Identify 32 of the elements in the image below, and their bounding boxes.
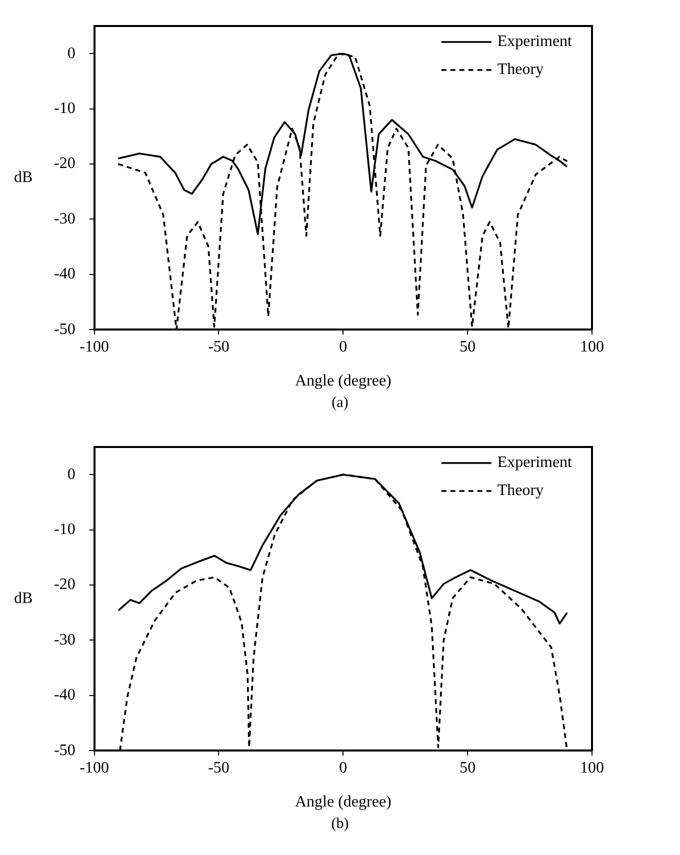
x-axis-title: Angle (degree) (294, 372, 392, 390)
x-tick-label: -100 (80, 338, 109, 356)
y-tick-label: 0 (67, 44, 76, 62)
y-tick-label: -20 (54, 155, 76, 172)
x-tick-label: 50 (460, 759, 476, 776)
legend-label: Theory (497, 482, 544, 500)
x-axis-title: Angle (degree) (294, 794, 392, 811)
y-tick-label: 0 (67, 466, 76, 483)
legend-label: Experiment (497, 454, 573, 472)
x-tick-label: 50 (460, 338, 476, 356)
y-tick-label: -50 (54, 742, 76, 759)
text: (b) (330, 816, 350, 834)
y-tick-label: -10 (54, 521, 76, 538)
legend-label: Experiment (497, 33, 573, 50)
y-tick-label: -40 (54, 266, 76, 283)
x-tick-label: 100 (580, 759, 604, 776)
x-tick-label: 0 (339, 338, 348, 356)
x-tick-label: 100 (580, 338, 604, 356)
x-tick-label: 0 (339, 759, 348, 776)
x-tick-label: -100 (80, 759, 109, 776)
legend-label: Theory (497, 61, 544, 78)
x-tick-label: -50 (208, 338, 230, 356)
text: (a) (330, 395, 350, 413)
y-tick-label: -50 (54, 320, 76, 338)
y-tick-label: -10 (54, 100, 76, 118)
y-tick-label: -30 (54, 631, 76, 648)
y-axis-title: dB (14, 169, 33, 186)
y-axis-title: dB (14, 590, 33, 608)
y-tick-label: -40 (54, 686, 76, 704)
y-tick-label: -20 (54, 576, 76, 594)
x-tick-label: -50 (208, 759, 230, 776)
y-tick-label: -30 (54, 210, 76, 228)
